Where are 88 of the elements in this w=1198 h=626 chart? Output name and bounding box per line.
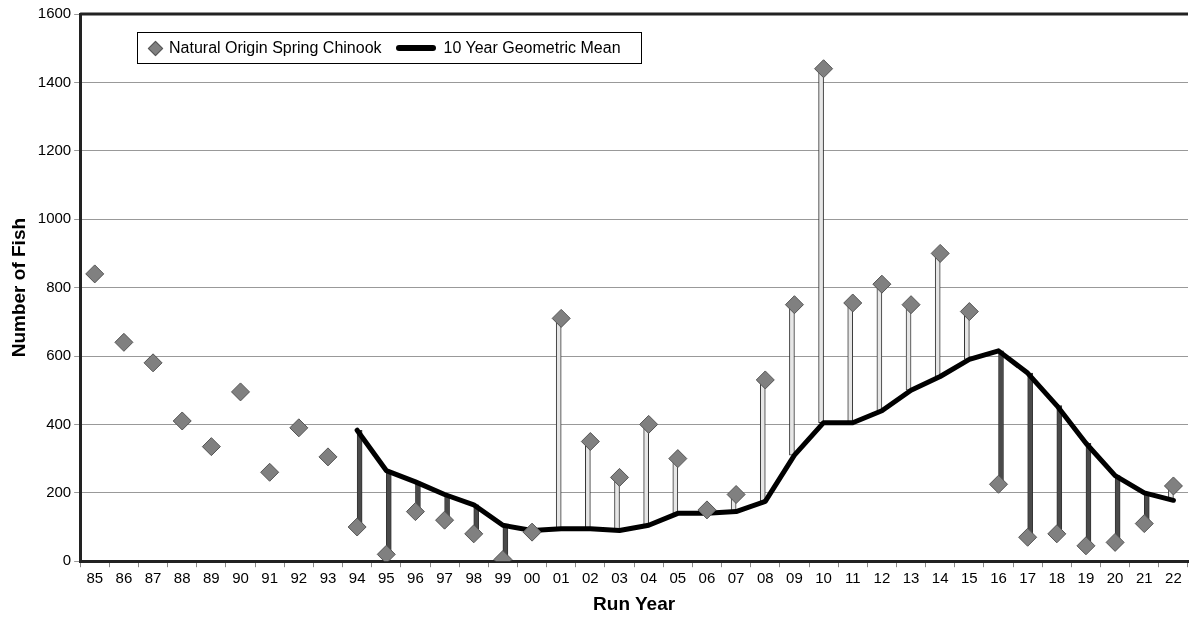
legend-label: Natural Origin Spring Chinook [169, 39, 382, 57]
x-tick-label: 86 [115, 569, 133, 587]
point [85, 264, 105, 284]
x-tick-label: 09 [786, 569, 803, 587]
x-tick-label: 15 [961, 569, 978, 587]
y-tick-label: 1000 [37, 209, 72, 227]
y-tick-label: 200 [46, 482, 72, 500]
y-tick-label: 1600 [37, 4, 72, 22]
y-axis-title: Number of Fish [7, 217, 29, 358]
point [901, 295, 921, 315]
x-tick-label: 98 [465, 569, 483, 587]
x-tick-label: 87 [144, 569, 162, 587]
x-tick-label: 22 [1165, 569, 1182, 587]
point [668, 449, 688, 469]
point [260, 462, 280, 482]
point [580, 432, 600, 451]
x-tick-label: 93 [319, 569, 337, 587]
point [872, 274, 892, 294]
x-tick-label: 18 [1048, 569, 1066, 587]
x-tick-label: 04 [640, 569, 658, 587]
legend-label: 10 Year Geometric Mean [443, 39, 621, 57]
point [1105, 532, 1125, 552]
point [930, 243, 950, 263]
x-tick-label: 97 [436, 569, 453, 587]
x-tick-label: 88 [173, 569, 191, 587]
point [551, 308, 571, 328]
point [610, 467, 630, 487]
point [697, 500, 717, 520]
x-tick-label: 94 [348, 569, 366, 587]
x-tick-label: 89 [203, 569, 220, 587]
point [464, 524, 484, 544]
x-tick-label: 16 [990, 569, 1007, 587]
y-tick-label: 600 [46, 346, 72, 364]
x-tick-label: 92 [290, 569, 308, 587]
x-tick-label: 17 [1019, 569, 1036, 587]
x-tick-label: 01 [552, 569, 570, 587]
point [814, 59, 834, 79]
point [143, 353, 163, 373]
point [726, 485, 746, 505]
x-tick-label: 91 [261, 569, 279, 587]
x-tick-label: 21 [1135, 569, 1153, 587]
point [1076, 536, 1096, 556]
x-tick-label: 90 [232, 569, 249, 587]
y-tick-label: 1200 [37, 140, 72, 158]
x-tick-label: 03 [611, 569, 628, 587]
point [989, 474, 1008, 494]
y-tick-label: 1400 [37, 72, 72, 90]
point [172, 411, 192, 431]
x-tick-label: 10 [815, 569, 832, 587]
point [784, 295, 804, 315]
x-tick-label: 00 [523, 569, 541, 587]
y-tick-label: 800 [46, 277, 72, 295]
y-tick-label: 0 [62, 551, 72, 569]
x-tick-label: 13 [902, 569, 920, 587]
x-tick-label: 20 [1106, 569, 1124, 587]
point [1018, 527, 1038, 547]
x-tick-label: 14 [931, 569, 949, 587]
x-tick-label: 12 [873, 569, 891, 587]
point [318, 447, 338, 467]
x-tick-label: 19 [1077, 569, 1095, 587]
point [405, 502, 425, 522]
point [843, 293, 863, 313]
x-axis-title: Run Year [593, 592, 676, 614]
point [435, 510, 455, 530]
x-tick-label: 02 [582, 569, 599, 587]
point [347, 517, 367, 537]
point [1134, 514, 1154, 534]
point [289, 418, 309, 438]
x-tick-label: 95 [377, 569, 395, 587]
point [1163, 476, 1183, 496]
x-tick-label: 08 [756, 569, 774, 587]
point [1047, 524, 1067, 544]
point [639, 414, 659, 434]
point [522, 522, 542, 542]
point [376, 544, 396, 562]
x-tick-label: 11 [844, 569, 861, 587]
point [231, 382, 251, 402]
x-tick-label: 06 [698, 569, 716, 587]
x-tick-label: 05 [669, 569, 687, 587]
x-tick-label: 07 [727, 569, 745, 587]
x-tick-label: 96 [407, 569, 424, 587]
y-tick-label: 400 [46, 414, 72, 432]
x-tick-label: 85 [86, 569, 104, 587]
point [755, 370, 775, 390]
point [114, 332, 134, 352]
point [201, 437, 221, 457]
point [959, 302, 979, 322]
x-tick-label: 99 [494, 569, 512, 587]
